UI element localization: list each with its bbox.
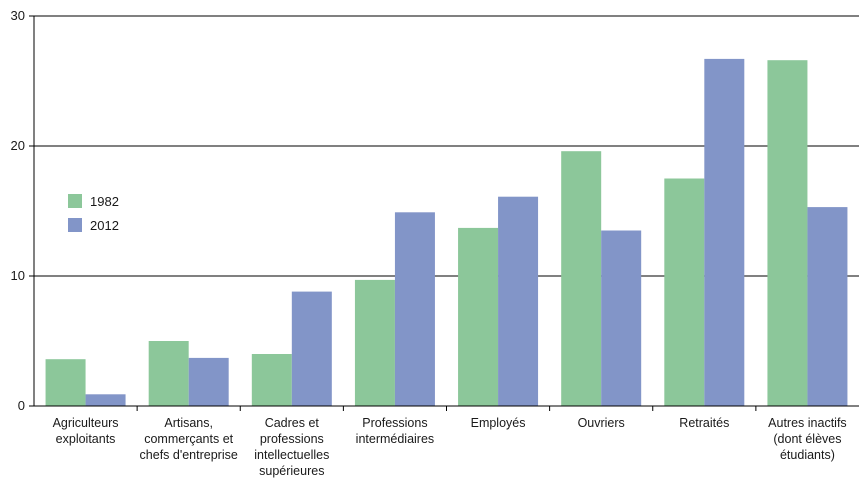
- category-label-line: commerçants et: [144, 432, 233, 446]
- category-label-line: professions: [260, 432, 324, 446]
- bar-1982-1: [148, 341, 189, 406]
- category-label-line: (dont élèves: [773, 432, 841, 446]
- bar-2012-6: [704, 58, 745, 407]
- bar-2012-1: [188, 357, 229, 406]
- category-labels: Agriculteurs exploitants Artisans, commerça…: [53, 416, 847, 478]
- legend-label-1982: 1982: [90, 194, 119, 209]
- bar-1982-0: [45, 359, 86, 406]
- category-label-line: supérieures: [259, 464, 324, 478]
- axes: [29, 15, 859, 411]
- y-tick-label: 20: [11, 138, 25, 153]
- category-label: Retraités: [679, 416, 729, 430]
- category-label-line: Ouvriers: [578, 416, 625, 430]
- bar-1982-7: [767, 60, 808, 406]
- category-label-line: étudiants): [780, 448, 835, 462]
- legend-swatch-2012: [68, 218, 82, 232]
- category-label-line: Agriculteurs: [53, 416, 119, 430]
- y-tick-label: 30: [11, 8, 25, 23]
- bar-1982-5: [561, 151, 602, 406]
- bar-2012-7: [807, 207, 848, 406]
- category-label-line: Autres inactifs: [768, 416, 847, 430]
- category-label: Artisans, commerçants et chefs d'entrepris…: [140, 416, 238, 462]
- bar-2012-3: [394, 212, 435, 406]
- category-label: Professions intermédiaires: [356, 416, 435, 446]
- category-label-line: Retraités: [679, 416, 729, 430]
- y-tick-label: 0: [18, 398, 25, 413]
- category-label-line: Artisans,: [164, 416, 213, 430]
- category-label-line: Professions: [362, 416, 427, 430]
- bar-2012-4: [498, 196, 539, 406]
- category-label-line: chefs d'entreprise: [140, 448, 238, 462]
- category-label: Cadres et professions intellectuelles supér…: [254, 416, 329, 478]
- category-label: Employés: [471, 416, 526, 430]
- legend-swatch-1982: [68, 194, 82, 208]
- legend-label-2012: 2012: [90, 218, 119, 233]
- category-label: Autres inactifs (dont élèves étudiants): [768, 416, 847, 462]
- bar-1982-4: [458, 227, 499, 406]
- y-tick-labels: 0 10 20 30: [11, 8, 25, 413]
- category-label-line: Employés: [471, 416, 526, 430]
- legend: 1982 2012: [68, 194, 119, 233]
- y-tick-label: 10: [11, 268, 25, 283]
- bar-2012-2: [291, 291, 332, 406]
- category-label-line: Cadres et: [265, 416, 320, 430]
- bar-1982-6: [664, 178, 705, 406]
- bar-2012-5: [601, 230, 642, 406]
- category-label: Ouvriers: [578, 416, 625, 430]
- bar-1982-2: [251, 354, 292, 406]
- category-label-line: intermédiaires: [356, 432, 435, 446]
- bars: [45, 58, 848, 407]
- category-label-line: exploitants: [56, 432, 116, 446]
- bar-1982-3: [354, 279, 395, 406]
- category-label-line: intellectuelles: [254, 448, 329, 462]
- category-label: Agriculteurs exploitants: [53, 416, 119, 446]
- bar-2012-0: [85, 394, 126, 406]
